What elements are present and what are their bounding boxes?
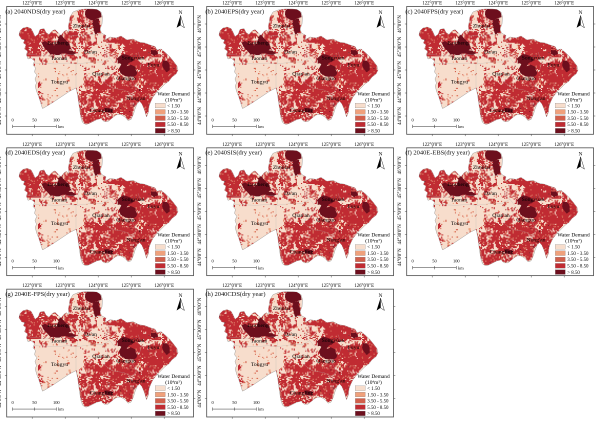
svg-text:(e) 2040SIS(dry year): (e) 2040SIS(dry year) [205, 150, 262, 157]
svg-text:(h) 2040CDS(dry year): (h) 2040CDS(dry year) [205, 291, 265, 298]
svg-text:(g) 2040E-FPS(dry year): (g) 2040E-FPS(dry year) [5, 291, 69, 298]
svg-text:(a) 2040NDS(dry year): (a) 2040NDS(dry year) [5, 8, 65, 15]
svg-text:(d) 2040EDS(dry year): (d) 2040EDS(dry year) [5, 150, 65, 157]
svg-text:(f) 2040E-EBS(dry year): (f) 2040E-EBS(dry year) [405, 150, 469, 157]
svg-text:(b) 2040EPS(dry year): (b) 2040EPS(dry year) [205, 8, 264, 15]
svg-text:(c) 2040FPS(dry year): (c) 2040FPS(dry year) [405, 8, 463, 15]
